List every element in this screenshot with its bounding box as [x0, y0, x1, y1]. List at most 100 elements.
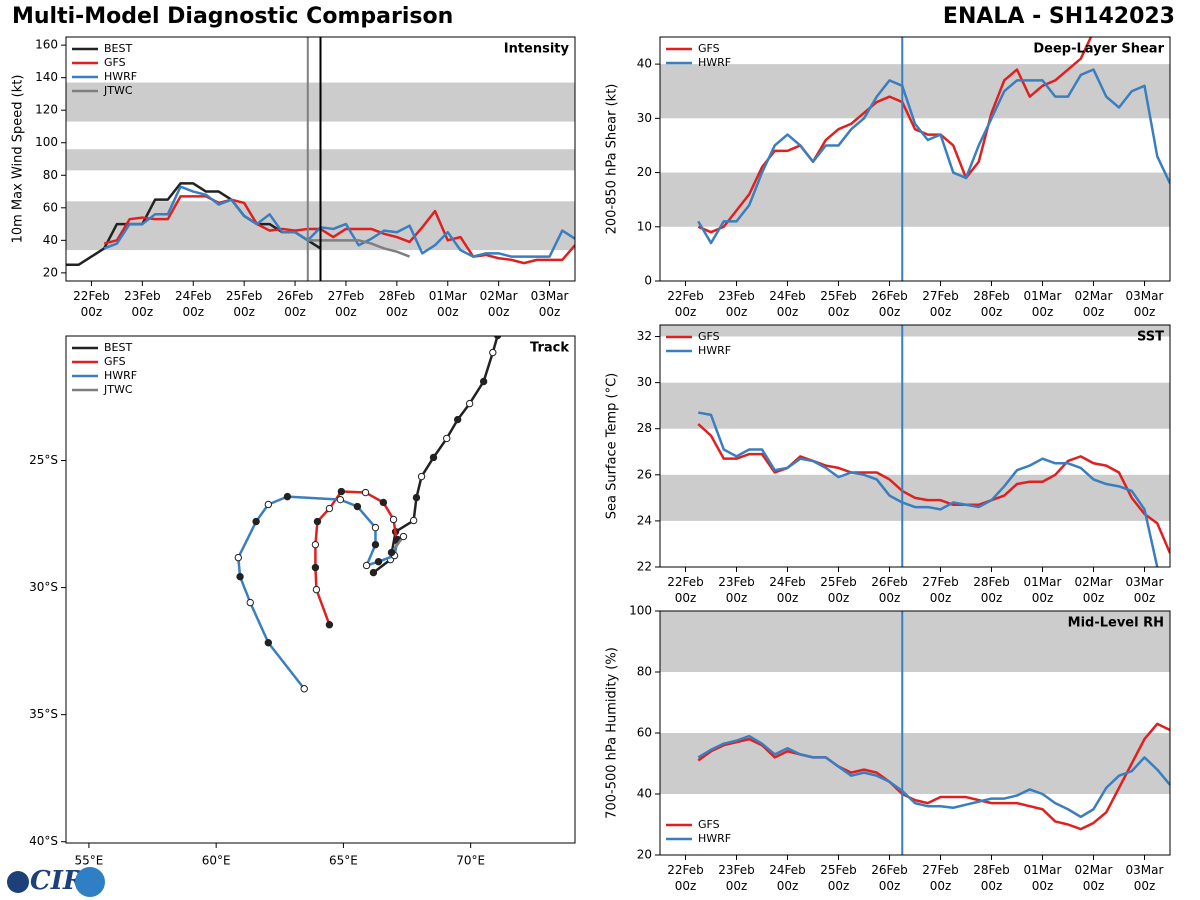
y-tick-label: 40°S [29, 834, 58, 848]
panel-title: Track [530, 341, 569, 356]
track-point [362, 561, 371, 570]
track-point [313, 517, 322, 526]
track-point [312, 585, 321, 594]
x-tick-label: 03Mar 00z [1125, 289, 1164, 319]
plot-area [660, 325, 1170, 567]
legend-label: HWRF [104, 70, 137, 83]
track-point [409, 516, 418, 525]
band [660, 325, 1170, 337]
track-point [264, 500, 273, 509]
series-line [372, 336, 499, 574]
track-point [374, 557, 383, 566]
series-line [698, 411, 1159, 567]
x-tick-label: 25Feb 00z [820, 863, 857, 893]
track-point [429, 453, 438, 462]
y-tick-label: 30°S [29, 580, 58, 594]
series-line [697, 37, 1093, 234]
legend-label: HWRF [104, 369, 137, 382]
legend-label: HWRF [698, 344, 731, 357]
y-tick-label: 120 [35, 103, 58, 117]
axes-frame [65, 36, 576, 282]
track-point [311, 563, 320, 572]
track-point [337, 487, 346, 496]
x-tick-label: 25Feb 00z [820, 575, 857, 605]
x-tick-label: 26Feb 00z [871, 575, 908, 605]
y-tick-label: 160 [35, 38, 58, 52]
track-point [379, 498, 388, 507]
track-point [283, 492, 292, 501]
track-point [389, 515, 398, 524]
x-tick-label: 22Feb 00z [667, 575, 704, 605]
legend-label: GFS [698, 818, 720, 831]
x-tick-label: 27Feb 00z [922, 863, 959, 893]
track-point [325, 620, 334, 629]
legend-label: GFS [104, 56, 126, 69]
track-point [371, 523, 380, 532]
y-tick-label: 140 [35, 70, 58, 84]
y-axis-label: 200-850 hPa Shear (kt) [605, 84, 620, 235]
x-tick-label: 65°E [329, 854, 358, 868]
x-tick-label: 28Feb 00z [973, 863, 1010, 893]
x-tick-label: 22Feb 00z [73, 289, 110, 319]
y-tick-label: 24 [637, 513, 652, 527]
track-point [336, 495, 345, 504]
legend-label: JTWC [103, 383, 133, 396]
axes-frame [659, 610, 1171, 856]
x-tick-label: 28Feb 00z [378, 289, 416, 319]
x-tick-label: 02Mar 00z [1074, 575, 1113, 605]
x-tick-label: 23Feb 00z [718, 575, 755, 605]
plot-area [660, 611, 1170, 831]
series-line [697, 68, 1170, 245]
y-tick-label: 32 [637, 329, 652, 343]
track-point [325, 504, 334, 513]
legend-label: BEST [104, 42, 132, 55]
track-point [234, 553, 242, 562]
y-axis-label: 10m Max Wind Speed (kt) [11, 75, 26, 244]
track-point [311, 540, 320, 549]
series-line [307, 239, 411, 258]
panel-title: Intensity [504, 42, 570, 57]
track-point [399, 532, 408, 541]
y-tick-label: 80 [637, 665, 652, 679]
x-tick-label: 28Feb 00z [973, 575, 1010, 605]
track-point [465, 399, 474, 408]
y-tick-label: 0 [644, 274, 652, 288]
band [660, 172, 1170, 227]
x-tick-label: 24Feb 00z [769, 863, 806, 893]
x-tick-label: 01Mar 00z [428, 289, 467, 319]
series-line [103, 185, 575, 258]
track-point [412, 493, 421, 502]
x-tick-label: 03Mar 00z [1125, 575, 1164, 605]
track-point [453, 415, 462, 424]
y-tick-label: 40 [637, 57, 652, 71]
y-tick-label: 35°S [29, 707, 58, 721]
y-tick-label: 22 [637, 560, 652, 574]
y-tick-label: 10 [637, 219, 652, 233]
x-tick-label: 26Feb 00z [276, 289, 314, 319]
x-tick-label: 23Feb 00z [124, 289, 161, 319]
track-point [236, 572, 244, 581]
legend-label: GFS [104, 355, 126, 368]
x-tick-label: 70°E [456, 854, 485, 868]
track-point [443, 434, 451, 443]
y-axis-label: 700-500 hPa Humidity (%) [605, 647, 620, 819]
y-tick-label: 100 [629, 604, 652, 618]
figure-title: Multi-Model Diagnostic Comparison [12, 4, 454, 29]
track-point [353, 502, 362, 511]
panel-title: SST [1137, 330, 1164, 345]
track-point [489, 348, 497, 357]
y-tick-label: 25°S [29, 453, 58, 467]
series-line [237, 495, 399, 690]
y-tick-label: 40 [637, 787, 652, 801]
x-tick-label: 25Feb 00z [225, 289, 263, 319]
logo-icon [7, 871, 29, 893]
y-tick-label: 20 [43, 265, 58, 279]
x-tick-label: 23Feb 00z [718, 289, 755, 319]
legend-label: BEST [104, 341, 132, 354]
x-tick-label: 25Feb 00z [820, 289, 857, 319]
plot-area [660, 37, 1170, 245]
x-tick-label: 26Feb 00z [871, 863, 908, 893]
y-tick-label: 40 [43, 233, 58, 247]
x-tick-label: 23Feb 00z [718, 863, 755, 893]
